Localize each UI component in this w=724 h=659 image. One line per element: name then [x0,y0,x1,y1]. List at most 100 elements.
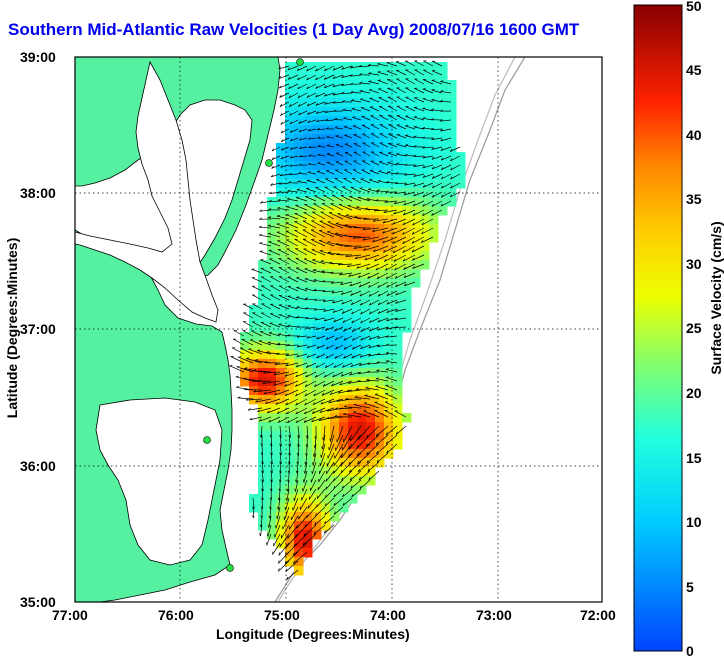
velocity-cell [339,305,349,315]
velocity-vector [270,434,273,447]
velocity-cell [303,530,313,540]
velocity-vector [299,155,308,158]
velocity-vector-head [376,352,380,356]
velocity-cell [420,62,430,72]
velocity-cell [384,269,394,279]
velocity-cell [357,368,367,378]
velocity-cell [330,350,340,360]
velocity-cell [348,431,358,441]
velocity-vector-head [312,462,314,466]
velocity-vector-head [327,408,330,412]
velocity-cell [402,224,412,234]
velocity-cell [330,404,340,414]
velocity-vector-head [431,127,435,131]
velocity-cell [366,404,376,414]
velocity-vector-head [316,119,320,122]
velocity-vector [395,308,407,312]
velocity-vector [295,205,308,211]
velocity-vector [311,220,326,229]
velocity-cell [357,323,367,333]
velocity-vector [374,401,389,409]
velocity-vector [298,128,308,133]
velocity-cell [366,287,376,297]
velocity-cell [285,521,295,531]
velocity-vector-head [280,130,284,134]
velocity-vector-head [287,535,289,539]
radar-station [226,564,234,572]
velocity-vector [270,452,273,464]
velocity-vector-head [330,271,334,274]
velocity-vector [333,452,344,467]
velocity-vector [375,386,389,391]
velocity-vector-head [287,76,291,80]
velocity-vector [278,488,281,501]
velocity-vector-head [306,345,310,349]
velocity-vector-head [364,394,368,396]
velocity-vector-head [346,389,350,392]
velocity-cell [366,467,376,477]
velocity-vector-head [339,382,343,386]
velocity-cell [420,188,430,198]
velocity-cell [321,188,331,198]
velocity-vector [280,119,290,125]
velocity-vector [319,407,335,413]
velocity-cell [285,296,295,306]
x-tick-label: 75:00 [264,607,300,623]
velocity-cell [267,206,277,216]
velocity-vector [386,181,398,184]
velocity-cell [267,494,277,504]
velocity-vector [404,173,416,176]
velocity-vector [317,146,326,148]
velocity-vector [268,416,281,423]
velocity-vector-head [363,217,367,220]
velocity-cell [294,314,304,324]
velocity-vector-head [385,190,389,193]
velocity-vector [353,404,371,409]
velocity-vector [387,87,398,94]
velocity-vector [279,92,290,98]
velocity-vector [290,137,299,142]
velocity-cell [366,161,376,171]
velocity-cell [321,197,331,207]
velocity-vector-head [431,89,435,91]
velocity-vector-head [312,453,315,458]
velocity-vector-head [277,342,281,345]
velocity-cell [375,314,385,324]
velocity-vector [360,317,371,324]
velocity-vector [367,461,380,472]
velocity-cell [294,206,304,216]
velocity-vector-head [280,165,284,168]
velocity-vector-head [402,258,406,262]
velocity-vector-head [295,470,298,474]
velocity-cell [366,71,376,81]
velocity-vector-head [337,391,341,394]
velocity-vector [333,470,344,482]
velocity-vector-head [325,127,329,130]
velocity-cell [249,323,259,333]
velocity-vector-head [297,103,301,107]
velocity-vector [359,82,371,85]
velocity-cell [321,467,331,477]
velocity-vector [395,182,407,185]
velocity-cell [420,260,430,270]
velocity-vector-head [359,64,362,68]
velocity-vector-head [276,516,278,520]
velocity-cell [312,251,322,261]
velocity-vector [367,272,380,279]
velocity-vector [384,254,398,262]
velocity-vector [353,245,371,249]
velocity-cell [330,107,340,117]
velocity-vector [334,443,344,459]
velocity-cell [330,332,340,342]
velocity-vector [359,470,371,481]
velocity-vector [352,169,362,175]
velocity-vector [369,326,380,332]
velocity-cell [402,206,412,216]
velocity-vector [405,125,416,130]
velocity-vector [324,92,335,97]
velocity-vector [325,178,335,184]
velocity-vector [268,200,281,203]
velocity-cell [420,89,430,99]
velocity-cell [411,278,421,288]
velocity-vector [279,443,282,456]
